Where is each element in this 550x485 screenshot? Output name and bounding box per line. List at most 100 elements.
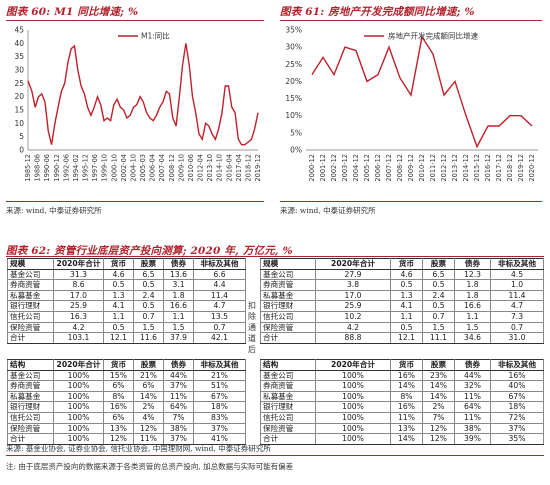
value-cell: 4.7 — [490, 300, 544, 312]
value-cell: 13.5 — [193, 310, 246, 323]
x-tick-label: 1997-06 — [91, 154, 99, 182]
value-cell: 100% — [315, 390, 391, 403]
x-tick-label: 2007-12 — [385, 154, 393, 182]
value-cell: 股票 — [133, 359, 164, 371]
row-label-cell: 保险资管 — [260, 422, 316, 435]
value-cell: 12.1 — [103, 332, 134, 344]
fig62-title-rule — [6, 256, 544, 257]
table-row: 私募基金 17.0 1.3 2.4 1.8 11.4 — [7, 289, 246, 302]
x-tick-label: 1999-10 — [101, 154, 109, 182]
value-cell: 7% — [422, 411, 455, 424]
fig62-table-left-structure: 结构 2020年合计 货币 股票 债券 非标及其他 基金公司 100% 15% 21% 44% 21%… — [7, 359, 246, 445]
value-cell: 1.5 — [422, 321, 455, 334]
value-cell: 0.5 — [422, 279, 455, 291]
value-cell: 100% — [315, 380, 391, 392]
value-cell: 1.8 — [163, 289, 194, 302]
value-cell: 100% — [315, 433, 391, 445]
table-row: 私募基金 100% 8% 14% 11% 67% — [260, 390, 544, 403]
value-cell: 100% — [315, 422, 391, 435]
x-tick-label: 2006-04 — [149, 154, 157, 182]
value-cell: 4.7 — [193, 300, 246, 312]
value-cell: 4.6 — [103, 268, 134, 281]
value-cell: 10.2 — [315, 310, 391, 323]
x-tick-label: 2013-12 — [451, 154, 459, 182]
y-tick-label: 30% — [285, 43, 302, 52]
middle-label-char: 除 — [248, 312, 256, 321]
value-cell: 11% — [454, 390, 491, 403]
x-tick-label: 2002-04 — [120, 154, 128, 182]
value-cell: 32% — [454, 380, 491, 392]
row-label-cell: 银行理财 — [260, 300, 316, 312]
fig62-source: 来源: 基金业协会, 证券业协会, 信托业协会, 中国理财网, wind, 中泰… — [6, 444, 271, 453]
table-row: 信托公司 100% 6% 4% 7% 83% — [7, 411, 246, 424]
x-tick-label: 2000-12 — [308, 154, 316, 182]
value-cell: 2020年合计 — [315, 258, 391, 270]
x-tick-label: 2017-12 — [495, 154, 503, 182]
value-cell: 11.1 — [422, 332, 455, 344]
value-cell: 13.6 — [163, 268, 194, 281]
value-cell: 6.5 — [422, 268, 455, 281]
value-cell: 0.5 — [133, 279, 164, 291]
x-tick-label: 2002-12 — [330, 154, 338, 182]
row-label-cell: 规模 — [7, 258, 54, 270]
value-cell: 4% — [133, 411, 164, 424]
value-cell: 100% — [315, 411, 391, 424]
value-cell: 1.8 — [454, 289, 491, 302]
value-cell: 16.6 — [163, 300, 194, 312]
row-label-cell: 私募基金 — [260, 390, 316, 403]
y-tick-label: 0 — [19, 146, 24, 155]
value-cell: 6.5 — [133, 268, 164, 281]
y-tick-label: 10% — [285, 111, 302, 120]
y-tick-label: 15% — [285, 94, 302, 103]
value-cell: 2% — [133, 401, 164, 413]
value-cell: 8% — [390, 390, 423, 403]
table-header-row: 结构 2020年合计 货币 股票 债券 非标及其他 — [7, 359, 246, 371]
x-tick-label: 1994-02 — [72, 154, 80, 182]
row-label-cell: 券商资管 — [260, 380, 316, 392]
y-tick-label: 45 — [14, 26, 24, 35]
x-tick-label: 2014-12 — [462, 154, 470, 182]
value-cell: 11% — [163, 390, 194, 403]
value-cell: 100% — [315, 401, 391, 413]
value-cell: 42.1 — [193, 332, 246, 344]
value-cell: 6.6 — [193, 268, 246, 281]
value-cell: 1.1 — [103, 310, 134, 323]
row-label-cell: 基金公司 — [260, 268, 316, 281]
x-tick-label: 2018-12 — [244, 154, 252, 182]
x-tick-label: 2004-10 — [129, 154, 137, 182]
row-label-cell: 银行理财 — [7, 401, 54, 413]
table-row: 信托公司 100% 11% 7% 11% 72% — [260, 411, 544, 424]
x-tick-label: 1995-12 — [82, 154, 90, 182]
value-cell: 非标及其他 — [490, 258, 544, 270]
value-cell: 21% — [193, 369, 246, 382]
fig61-source: 来源: wind, 中泰证券研究所 — [280, 206, 376, 215]
table-row: 券商资管 100% 6% 6% 37% 51% — [7, 380, 246, 392]
table-row: 基金公司 100% 15% 21% 44% 21% — [7, 369, 246, 382]
x-tick-label: 2000-10 — [110, 154, 118, 182]
value-cell: 12.3 — [454, 268, 491, 281]
value-cell: 25.9 — [315, 300, 391, 312]
x-tick-label: 2009-12 — [407, 154, 415, 182]
value-cell: 4.4 — [193, 279, 246, 291]
x-tick-label: 2005-12 — [363, 154, 371, 182]
row-label-cell: 券商资管 — [7, 380, 54, 392]
value-cell: 83% — [193, 411, 246, 424]
x-tick-label: 2015-12 — [473, 154, 481, 182]
y-tick-label: 20 — [14, 92, 24, 101]
value-cell: 6% — [103, 411, 134, 424]
value-cell: 股票 — [133, 258, 164, 270]
x-tick-label: 2005-03 — [139, 154, 147, 182]
value-cell: 8.6 — [53, 279, 104, 291]
value-cell: 31.0 — [490, 332, 544, 344]
middle-label-char: 道 — [248, 334, 256, 343]
y-tick-label: 10 — [14, 119, 24, 128]
value-cell: 债券 — [454, 258, 491, 270]
value-cell: 货币 — [390, 359, 423, 371]
value-cell: 38% — [454, 422, 491, 435]
value-cell: 8% — [103, 390, 134, 403]
fig62-title: 图表 62: 资管行业底层资产投向测算; 2020 年, 万亿元, % — [6, 245, 293, 257]
value-cell: 非标及其他 — [193, 258, 246, 270]
value-cell: 1.1 — [390, 310, 423, 323]
value-cell: 债券 — [163, 359, 194, 371]
value-cell: 货币 — [103, 359, 134, 371]
